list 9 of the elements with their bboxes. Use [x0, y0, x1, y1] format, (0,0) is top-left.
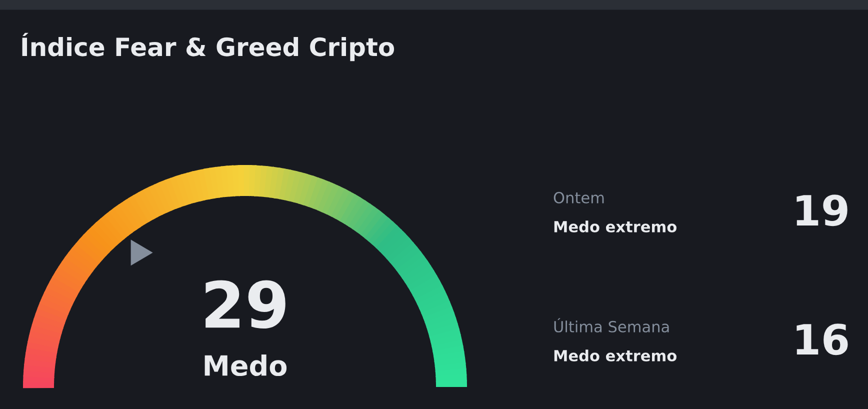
text: Ontem [554, 192, 604, 204]
data-label: 29 [206, 280, 286, 329]
data-label: 19 [796, 194, 848, 226]
category-label: Medo [204, 354, 287, 376]
data-label: 16 [796, 324, 848, 356]
text: Índice Fear & Greed Cripto [22, 32, 394, 62]
category-label: Medo extremo [554, 220, 676, 232]
text: Última Semana [554, 318, 669, 332]
category-label: Medo extremo [554, 350, 676, 362]
